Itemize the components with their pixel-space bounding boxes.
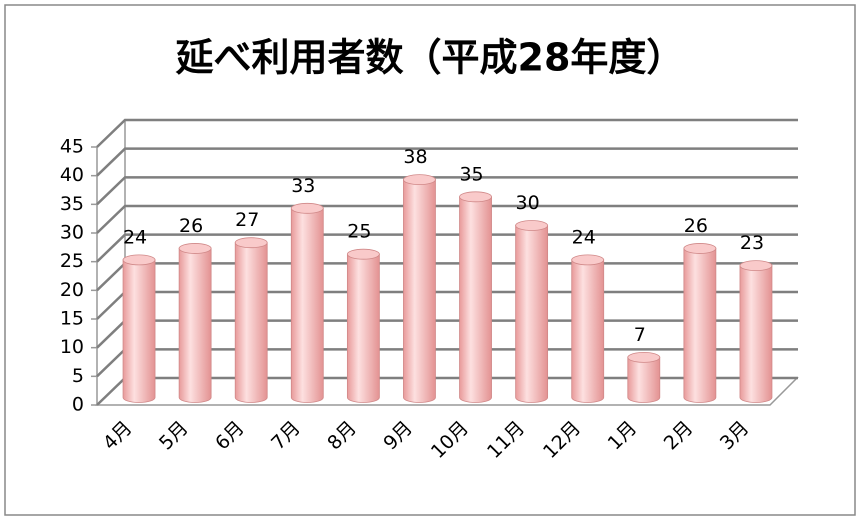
bar [178, 248, 212, 403]
bar-top [290, 202, 324, 214]
bar [346, 253, 380, 403]
bar-top [178, 243, 212, 254]
bar [459, 196, 492, 403]
bar [683, 248, 717, 403]
data-label: 30 [516, 192, 540, 214]
data-label: 27 [235, 209, 259, 231]
data-label: 38 [403, 146, 427, 168]
bar [515, 225, 549, 403]
data-label: 24 [572, 226, 596, 248]
data-label: 23 [740, 232, 764, 254]
bar-top [403, 174, 436, 186]
y-tick-label: 15 [60, 308, 84, 330]
bar [122, 259, 156, 403]
data-label: 26 [684, 215, 708, 237]
grid-line [96, 118, 798, 148]
grid-line [96, 147, 798, 177]
y-tick-label: 45 [60, 136, 84, 158]
bar-top [346, 248, 380, 260]
grid-line [96, 204, 798, 234]
bar-top [571, 254, 605, 266]
bar [290, 207, 324, 403]
chart-title: 延べ利用者数（平成28年度） [176, 36, 685, 80]
grid-line [96, 233, 798, 263]
bar [571, 259, 605, 403]
data-label: 26 [179, 215, 203, 237]
data-label: 24 [123, 226, 147, 248]
bar-top [627, 351, 661, 363]
bar-top [683, 243, 717, 254]
y-tick-label: 0 [72, 394, 84, 416]
bar [403, 179, 436, 403]
data-label: 35 [459, 163, 483, 185]
y-tick-label: 10 [60, 336, 84, 358]
bar-top [459, 191, 492, 203]
bar-top [122, 254, 156, 266]
y-tick-label: 30 [60, 222, 84, 244]
y-tick-label: 20 [60, 279, 84, 301]
grid-line [96, 176, 798, 206]
data-label: 33 [291, 175, 315, 197]
data-label: 25 [347, 221, 371, 243]
y-tick-label: 5 [72, 365, 84, 387]
y-tick-label: 35 [60, 193, 84, 215]
bar [739, 265, 773, 403]
bar [234, 242, 268, 403]
y-tick-label: 40 [60, 164, 84, 186]
bar-top [739, 260, 773, 272]
y-tick-label: 25 [60, 250, 84, 272]
bar [627, 356, 661, 403]
bar-top [234, 237, 268, 249]
bar-top [515, 220, 549, 231]
data-label: 7 [634, 324, 646, 346]
